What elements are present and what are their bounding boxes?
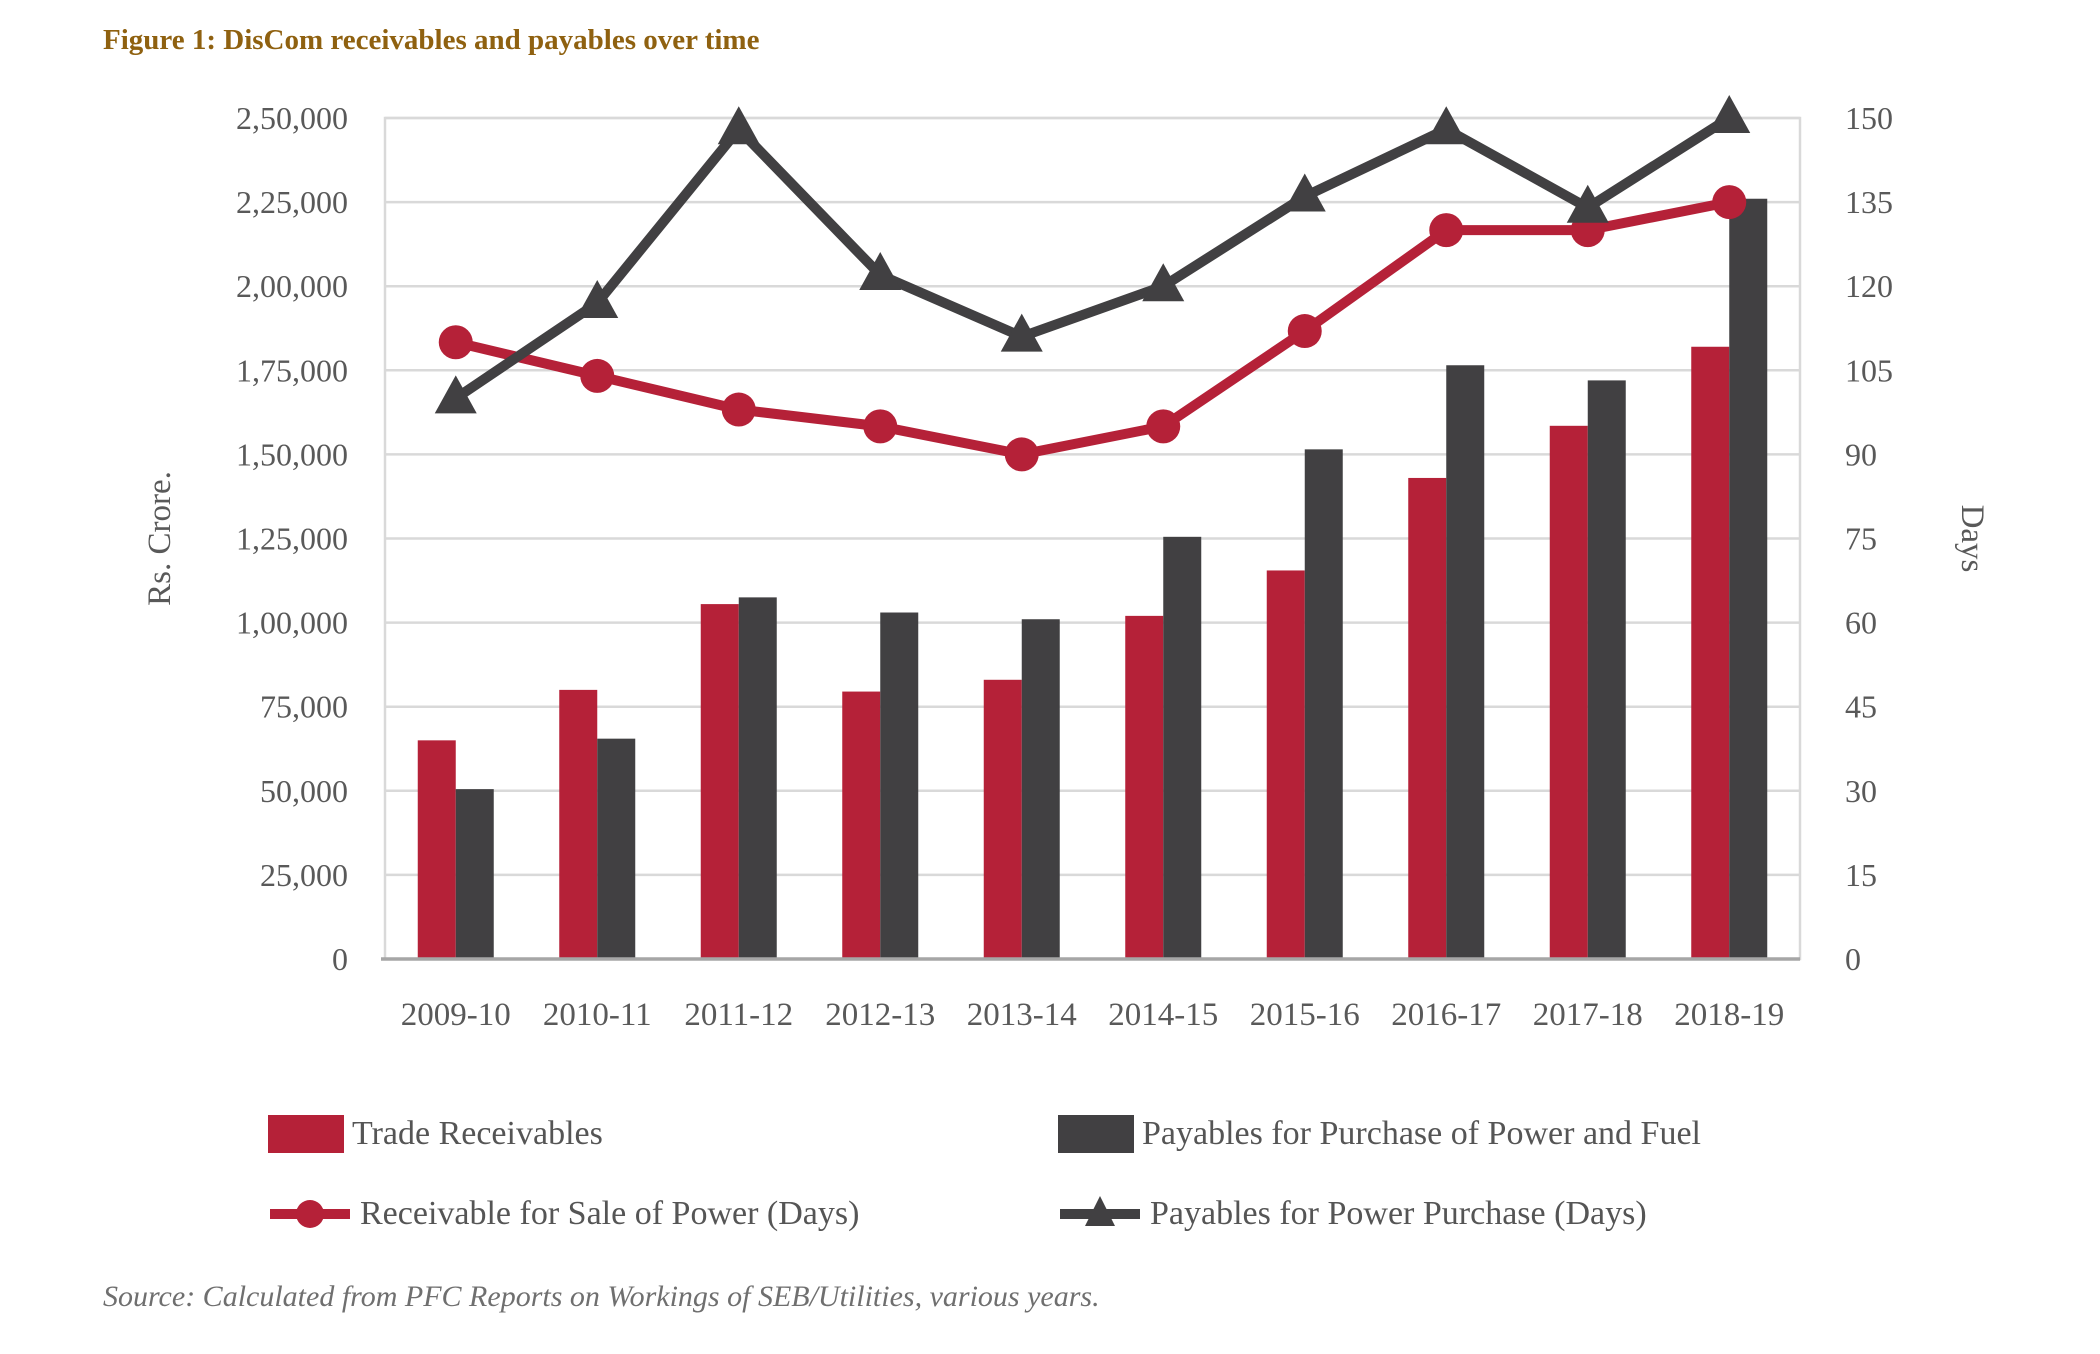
legend-label-receivable-days: Receivable for Sale of Power (Days) [360, 1195, 860, 1232]
y-right-tick-label: 120 [1845, 268, 1893, 304]
x-axis-label-2018-19: 2018-19 [1674, 997, 1784, 1033]
line-receivable-for-sale-of-power-days [454, 197, 1731, 460]
legend-item-payables-days: Payables for Power Purchase (Days) [1058, 1188, 1647, 1240]
marker-triangle-payables-for-power-purchase-days-2012-13 [859, 251, 902, 290]
y-left-tick-label: 2,25,000 [236, 184, 348, 220]
y-right-axis-title: Days [1954, 505, 1990, 573]
y-right-tick-label: 15 [1845, 857, 1877, 893]
marker-triangle-payables-for-power-purchase-days-2017-18 [1566, 184, 1609, 223]
bar-trade-receivables-2010-11 [559, 689, 598, 959]
x-axis-label-2017-18: 2017-18 [1533, 997, 1643, 1033]
x-axis-label-2012-13: 2012-13 [825, 997, 935, 1033]
y-left-tick-label: 1,75,000 [236, 352, 348, 388]
bar-trade-receivables-2017-18 [1549, 425, 1588, 959]
y-left-tick-label: 1,50,000 [236, 436, 348, 472]
legend-label-trade-receivables: Trade Receivables [352, 1115, 603, 1152]
source-note: Source: Calculated from PFC Reports on W… [103, 1280, 1100, 1313]
marker-circle-receivable-for-sale-of-power-days-2010-11 [580, 358, 615, 393]
y-left-axis-title: Rs. Crore. [142, 471, 178, 606]
bar-trade-receivables-2009-10 [417, 740, 456, 959]
legend-item-payables-purchase: Payables for Purchase of Power and Fuel [1058, 1108, 1701, 1160]
x-axis-label-2014-15: 2014-15 [1108, 997, 1218, 1033]
y-left-tick-label: 2,00,000 [236, 268, 348, 304]
legend-label-payables-days: Payables for Power Purchase (Days) [1150, 1195, 1647, 1232]
x-axis-label-2011-12: 2011-12 [684, 997, 793, 1033]
bar-trade-receivables-2015-16 [1266, 570, 1305, 959]
legend-line-glyph [270, 1200, 350, 1228]
bar-payables-for-purchase-of-power-and-fuel-2016-17 [1446, 365, 1485, 959]
y-right-tick-label: 135 [1845, 184, 1893, 220]
bar-trade-receivables-2018-19 [1691, 346, 1730, 959]
y-right-tick-label: 105 [1845, 352, 1893, 388]
combo-chart: 0 25,000 50,000 75,000 1,00,000 1,25,000 1,50,… [142, 95, 1990, 1033]
x-axis-label-2013-14: 2013-14 [967, 997, 1077, 1033]
marker-circle-receivable-for-sale-of-power-days-2016-17 [1429, 213, 1464, 248]
y-left-tick-label: 1,25,000 [236, 521, 348, 557]
marker-triangle-payables-for-power-purchase-days-2011-12 [717, 106, 760, 145]
bar-payables-for-purchase-of-power-and-fuel-2014-15 [1163, 536, 1202, 959]
bar-payables-for-purchase-of-power-and-fuel-2011-12 [738, 597, 777, 959]
legend-item-receivable-days: Receivable for Sale of Power (Days) [268, 1188, 859, 1240]
bar-trade-receivables-2014-15 [1125, 615, 1164, 959]
x-axis-label-2010-11: 2010-11 [543, 997, 652, 1033]
y-left-tick-label: 2,50,000 [236, 100, 348, 136]
figure-title: Figure 1: DisCom receivables and payable… [103, 24, 760, 56]
legend-swatch-payables-purchase [1058, 1115, 1134, 1153]
bar-trade-receivables-2016-17 [1408, 477, 1447, 959]
marker-triangle-payables-for-power-purchase-days-2014-15 [1142, 263, 1185, 302]
x-axis-label-2009-10: 2009-10 [401, 997, 511, 1033]
bar-payables-for-purchase-of-power-and-fuel-2010-11 [597, 738, 636, 959]
line-payables-for-power-purchase-days [452, 113, 1732, 403]
y-left-tick-label: 0 [332, 941, 348, 977]
marker-triangle-payables-for-power-purchase-days-2013-14 [1000, 313, 1043, 352]
marker-circle-receivable-for-sale-of-power-days-2009-10 [438, 325, 473, 360]
marker-circle-receivable-for-sale-of-power-days-2011-12 [721, 392, 756, 427]
bar-payables-for-purchase-of-power-and-fuel-2013-14 [1021, 619, 1060, 959]
bar-trade-receivables-2011-12 [700, 604, 739, 959]
marker-triangle-payables-for-power-purchase-days-2015-16 [1283, 173, 1326, 212]
marker-circle-receivable-for-sale-of-power-days-2012-13 [863, 409, 898, 444]
marker-triangle-payables-for-power-purchase-days-2016-17 [1425, 106, 1468, 145]
y-right-tick-label: 0 [1845, 941, 1861, 977]
y-left-tick-label: 50,000 [260, 773, 348, 809]
legend-line-glyph [1060, 1196, 1140, 1226]
legend-label-payables-purchase: Payables for Purchase of Power and Fuel [1142, 1115, 1701, 1152]
bar-trade-receivables-2012-13 [842, 691, 881, 959]
marker-circle-receivable-for-sale-of-power-days-2018-19 [1712, 185, 1747, 220]
bar-payables-for-purchase-of-power-and-fuel-2012-13 [880, 612, 919, 959]
bar-payables-for-purchase-of-power-and-fuel-2017-18 [1587, 380, 1626, 960]
legend-swatch-trade-receivables [268, 1115, 344, 1153]
legend-swatch-receivable-days [268, 1190, 352, 1238]
y-left-tick-label: 1,00,000 [236, 605, 348, 641]
marker-triangle-payables-for-power-purchase-days-2010-11 [576, 280, 619, 319]
legend-swatch-payables-days [1058, 1190, 1142, 1238]
y-right-tick-label: 90 [1845, 436, 1877, 472]
marker-triangle-payables-for-power-purchase-days-2018-19 [1708, 95, 1751, 133]
y-left-tick-label: 25,000 [260, 857, 348, 893]
bar-trade-receivables-2013-14 [983, 679, 1022, 959]
marker-triangle-payables-for-power-purchase-days-2009-10 [434, 375, 477, 414]
marker-circle-receivable-for-sale-of-power-days-2015-16 [1287, 314, 1322, 349]
bar-payables-for-purchase-of-power-and-fuel-2009-10 [455, 789, 494, 959]
bar-payables-for-purchase-of-power-and-fuel-2015-16 [1304, 449, 1343, 959]
legend-item-trade-receivables: Trade Receivables [268, 1108, 603, 1160]
y-right-tick-label: 150 [1845, 100, 1893, 136]
bar-payables-for-purchase-of-power-and-fuel-2018-19 [1729, 198, 1768, 960]
x-axis-label-2015-16: 2015-16 [1250, 997, 1360, 1033]
marker-circle-receivable-for-sale-of-power-days-2014-15 [1146, 409, 1181, 444]
y-right-tick-label: 30 [1845, 773, 1877, 809]
marker-circle-receivable-for-sale-of-power-days-2013-14 [1004, 437, 1039, 472]
x-axis-label-2016-17: 2016-17 [1391, 997, 1501, 1033]
y-right-tick-label: 60 [1845, 605, 1877, 641]
y-left-tick-label: 75,000 [260, 689, 348, 725]
y-right-tick-label: 75 [1845, 521, 1877, 557]
y-right-tick-label: 45 [1845, 689, 1877, 725]
chart-legend: Trade Receivables Payables for Purchase … [0, 1090, 2100, 1270]
